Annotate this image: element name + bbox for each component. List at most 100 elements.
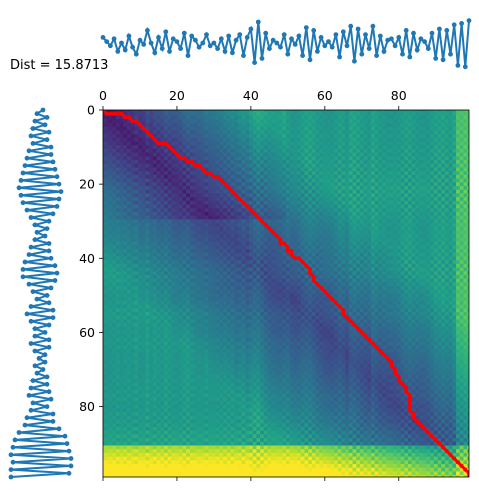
heatmap-cell	[322, 160, 328, 165]
heatmap-cell	[237, 193, 243, 198]
heatmap-cell	[127, 289, 132, 295]
heatmap-cell	[186, 252, 191, 258]
heatmap-cell	[245, 122, 250, 128]
heatmap-cell	[304, 200, 309, 206]
heatmap-cell	[444, 182, 450, 187]
heatmap-cell	[241, 119, 246, 124]
heatmap-cell	[315, 178, 320, 183]
heatmap-cell	[408, 219, 413, 224]
heatmap-cell	[348, 130, 354, 135]
heatmap-cell	[419, 122, 424, 128]
heatmap-cell	[141, 226, 147, 232]
heatmap-cell	[263, 245, 269, 250]
heatmap-cell	[456, 148, 461, 154]
heatmap-cell	[341, 274, 346, 280]
heatmap-cell	[304, 115, 309, 120]
heatmap-cell	[103, 185, 106, 191]
heatmap-cell	[400, 245, 405, 250]
heatmap-cell	[297, 171, 302, 176]
heatmap-cell	[104, 182, 110, 187]
heatmap-cell	[400, 274, 405, 280]
heatmap-cell	[411, 141, 416, 146]
heatmap-cell	[437, 204, 442, 209]
heatmap-cell	[223, 174, 228, 180]
heatmap-cell	[419, 278, 424, 283]
heatmap-cell	[123, 160, 128, 165]
heatmap-cell	[263, 111, 269, 117]
heatmap-cell	[186, 215, 191, 220]
heatmap-cell	[175, 119, 180, 124]
heatmap-cell	[419, 271, 424, 276]
heatmap-cell	[130, 241, 136, 246]
heatmap-cell	[363, 174, 368, 180]
heatmap-cell	[415, 230, 420, 235]
heatmap-cell	[389, 208, 394, 213]
heatmap-cell	[341, 223, 346, 228]
heatmap-cell	[141, 185, 147, 191]
heatmap-cell	[448, 193, 453, 198]
heatmap-cell	[444, 256, 450, 261]
heatmap-cell	[337, 267, 343, 272]
heatmap-cell	[300, 282, 306, 287]
heatmap-cell	[422, 223, 428, 228]
heatmap-cell	[230, 171, 235, 176]
heatmap-cell	[130, 256, 136, 261]
heatmap-cell	[345, 110, 350, 113]
heatmap-cell	[433, 211, 439, 217]
heatmap-cell	[130, 215, 136, 220]
heatmap-cell	[241, 185, 246, 191]
heatmap-cell	[104, 137, 110, 143]
heatmap-cell	[267, 130, 272, 135]
heatmap-cell	[467, 174, 469, 180]
heatmap-cell	[419, 174, 424, 180]
heatmap-cell	[134, 174, 139, 180]
heatmap-cell	[293, 267, 298, 272]
heatmap-cell	[230, 289, 235, 295]
heatmap-cell	[444, 211, 450, 217]
heatmap-cell	[326, 182, 331, 187]
heatmap-cell	[437, 130, 442, 135]
heatmap-cell	[367, 260, 372, 265]
heatmap-cell	[389, 160, 394, 165]
heatmap-cell	[215, 245, 221, 250]
heatmap-cell	[112, 152, 117, 157]
heatmap-cell	[223, 171, 228, 176]
heatmap-cell	[197, 263, 202, 269]
heatmap-cell	[134, 278, 139, 283]
heatmap-cell	[241, 263, 246, 269]
heatmap-cell	[430, 274, 435, 280]
heatmap-cell	[263, 263, 269, 269]
heatmap-cell	[293, 110, 298, 113]
heatmap-cell	[437, 211, 442, 217]
heatmap-cell	[334, 115, 339, 120]
heatmap-cell	[400, 174, 405, 180]
heatmap-cell	[208, 178, 213, 183]
heatmap-cell	[348, 237, 354, 243]
heatmap-cell	[212, 182, 217, 187]
heatmap-cell	[404, 245, 409, 250]
heatmap-cell	[200, 134, 206, 139]
heatmap-cell	[182, 122, 187, 128]
heatmap-cell	[256, 200, 261, 206]
heatmap-cell	[108, 119, 113, 124]
heatmap-cell	[267, 237, 272, 243]
heatmap-cell	[123, 193, 128, 198]
heatmap-cell	[330, 278, 335, 283]
heatmap-cell	[145, 219, 150, 224]
heatmap-cell	[256, 134, 261, 139]
heatmap-cell	[430, 219, 435, 224]
heatmap-cell	[308, 111, 313, 117]
heatmap-cell	[282, 215, 287, 220]
heatmap-cell	[182, 148, 187, 154]
heatmap-cell	[348, 234, 354, 239]
heatmap-cell	[300, 141, 306, 146]
heatmap-cell	[160, 189, 165, 195]
heatmap-cell	[175, 200, 180, 206]
heatmap-cell	[315, 256, 320, 261]
heatmap-cell	[103, 241, 106, 246]
heatmap-cell	[415, 145, 420, 150]
heatmap-cell	[374, 286, 380, 291]
heatmap-cell	[252, 111, 258, 117]
heatmap-cell	[422, 219, 428, 224]
heatmap-cell	[382, 211, 387, 217]
